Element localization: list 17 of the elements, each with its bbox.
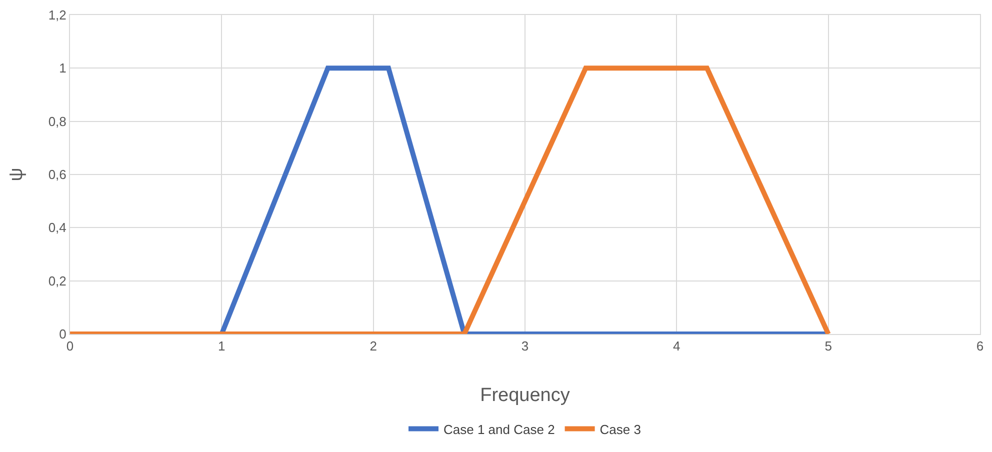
y-tick-label: 1: [59, 60, 66, 76]
x-tick-label: 6: [976, 338, 984, 354]
y-tick-label: 0,8: [48, 114, 66, 129]
legend-label: Case 1 and Case 2: [444, 422, 555, 437]
legend-label: Case 3: [600, 422, 641, 437]
y-tick-label: 0,6: [48, 167, 66, 182]
y-tick-label: 1,2: [48, 8, 66, 23]
x-tick-label: 2: [370, 338, 377, 354]
y-tick-label: 0: [59, 326, 66, 342]
x-tick-label: 3: [521, 338, 529, 354]
x-tick-label: 5: [824, 338, 832, 354]
y-axis-title: ψ: [6, 168, 27, 182]
y-tick-label: 0,2: [48, 273, 66, 288]
x-axis-title: Frequency: [480, 385, 570, 406]
x-tick-label: 4: [673, 338, 680, 354]
x-tick-label: 1: [218, 338, 226, 354]
y-tick-label: 0,4: [48, 220, 66, 236]
